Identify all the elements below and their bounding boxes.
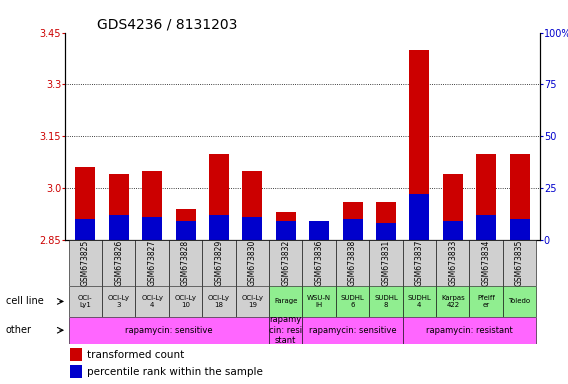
Bar (209, 154, 229, 240)
FancyBboxPatch shape (303, 317, 403, 344)
FancyBboxPatch shape (470, 240, 503, 286)
Bar (76, 219, 95, 240)
FancyBboxPatch shape (69, 240, 102, 286)
Text: GSM673830: GSM673830 (248, 240, 257, 286)
Text: GSM673835: GSM673835 (515, 240, 524, 286)
Bar (509, 219, 529, 240)
Bar (142, 171, 162, 240)
FancyBboxPatch shape (169, 286, 202, 317)
FancyBboxPatch shape (236, 286, 269, 317)
FancyBboxPatch shape (336, 286, 369, 317)
Bar (410, 194, 429, 240)
Bar (209, 215, 229, 240)
FancyBboxPatch shape (369, 240, 403, 286)
Bar (476, 215, 496, 240)
Bar (176, 209, 195, 240)
Text: GSM673837: GSM673837 (415, 240, 424, 286)
Text: SUDHL
6: SUDHL 6 (341, 295, 365, 308)
Text: Farage: Farage (274, 298, 298, 305)
Text: GSM673832: GSM673832 (281, 240, 290, 286)
Text: GSM673828: GSM673828 (181, 240, 190, 286)
Text: SUDHL
4: SUDHL 4 (407, 295, 431, 308)
Text: OCI-Ly
19: OCI-Ly 19 (241, 295, 264, 308)
Text: transformed count: transformed count (87, 349, 184, 359)
Text: cell line: cell line (6, 296, 43, 306)
Bar (70, 348, 82, 361)
Text: OCI-Ly
18: OCI-Ly 18 (208, 295, 230, 308)
Bar (309, 226, 329, 240)
Bar (176, 221, 195, 240)
Text: GSM673833: GSM673833 (448, 240, 457, 286)
Text: Toledo: Toledo (508, 298, 531, 305)
Bar (442, 174, 463, 240)
Text: OCI-
Ly1: OCI- Ly1 (78, 295, 93, 308)
Text: OCI-Ly
10: OCI-Ly 10 (174, 295, 197, 308)
FancyBboxPatch shape (269, 317, 303, 344)
FancyBboxPatch shape (135, 286, 169, 317)
Text: GSM673829: GSM673829 (215, 240, 223, 286)
FancyBboxPatch shape (202, 240, 236, 286)
Text: GSM673834: GSM673834 (482, 240, 491, 286)
Bar (76, 167, 95, 240)
FancyBboxPatch shape (269, 286, 303, 317)
Text: OCI-Ly
3: OCI-Ly 3 (108, 295, 130, 308)
Bar (275, 212, 296, 240)
FancyBboxPatch shape (369, 286, 403, 317)
FancyBboxPatch shape (403, 240, 436, 286)
Text: SUDHL
8: SUDHL 8 (374, 295, 398, 308)
Text: rapamycin: sensitive: rapamycin: sensitive (125, 326, 212, 335)
Text: WSU-N
IH: WSU-N IH (307, 295, 331, 308)
Bar (476, 154, 496, 240)
Bar (142, 217, 162, 240)
Bar (243, 171, 262, 240)
Text: other: other (6, 325, 32, 335)
Text: GSM673827: GSM673827 (148, 240, 157, 286)
Text: GSM673831: GSM673831 (382, 240, 390, 286)
Text: GSM673825: GSM673825 (81, 240, 90, 286)
FancyBboxPatch shape (202, 286, 236, 317)
Text: percentile rank within the sample: percentile rank within the sample (87, 367, 262, 377)
Bar (309, 221, 329, 240)
FancyBboxPatch shape (436, 240, 470, 286)
Bar (509, 154, 529, 240)
Bar (108, 174, 129, 240)
Text: OCI-Ly
4: OCI-Ly 4 (141, 295, 163, 308)
FancyBboxPatch shape (69, 317, 269, 344)
Bar (343, 219, 362, 240)
Bar (343, 202, 362, 240)
FancyBboxPatch shape (236, 240, 269, 286)
Text: GSM673836: GSM673836 (315, 240, 324, 286)
FancyBboxPatch shape (403, 317, 536, 344)
Bar (70, 365, 82, 379)
FancyBboxPatch shape (336, 240, 369, 286)
Text: rapamycin: resistant: rapamycin: resistant (426, 326, 513, 335)
Bar (243, 217, 262, 240)
FancyBboxPatch shape (503, 286, 536, 317)
Text: Karpas
422: Karpas 422 (441, 295, 465, 308)
FancyBboxPatch shape (303, 240, 336, 286)
FancyBboxPatch shape (102, 286, 135, 317)
Text: GSM673838: GSM673838 (348, 240, 357, 286)
FancyBboxPatch shape (436, 286, 470, 317)
FancyBboxPatch shape (269, 240, 303, 286)
Text: GDS4236 / 8131203: GDS4236 / 8131203 (97, 17, 237, 31)
FancyBboxPatch shape (135, 240, 169, 286)
FancyBboxPatch shape (503, 240, 536, 286)
Bar (376, 202, 396, 240)
Bar (442, 221, 463, 240)
Bar (275, 221, 296, 240)
FancyBboxPatch shape (403, 286, 436, 317)
FancyBboxPatch shape (169, 240, 202, 286)
Text: Pfeiff
er: Pfeiff er (477, 295, 495, 308)
FancyBboxPatch shape (69, 286, 102, 317)
Bar (376, 223, 396, 240)
Text: rapamycin: sensitive: rapamycin: sensitive (309, 326, 396, 335)
Bar (108, 215, 129, 240)
Text: rapamy
cin: resi
stant: rapamy cin: resi stant (269, 315, 302, 345)
Bar (410, 50, 429, 240)
FancyBboxPatch shape (470, 286, 503, 317)
FancyBboxPatch shape (303, 286, 336, 317)
Text: GSM673826: GSM673826 (114, 240, 123, 286)
FancyBboxPatch shape (102, 240, 135, 286)
